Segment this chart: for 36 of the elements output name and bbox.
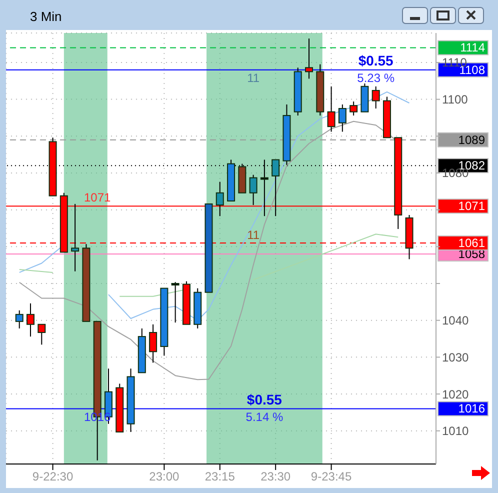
y-tick-label: 1040 [442, 314, 470, 328]
chart-title: 3 Min [30, 8, 62, 24]
ref-line-label: 1016 [458, 402, 486, 416]
ref-line-label: 1071 [458, 199, 486, 214]
candlestick [338, 104, 346, 132]
candlestick [149, 324, 158, 364]
annotation: $0.55 [358, 52, 394, 69]
x-tick-label: 23:30 [260, 470, 291, 484]
candlestick [305, 38, 314, 80]
candlestick [216, 181, 224, 217]
x-tick-label: 23:00 [149, 470, 180, 484]
candlestick [26, 302, 35, 338]
candlestick [249, 174, 258, 206]
annotation: 11 [247, 228, 260, 242]
candlestick [171, 282, 180, 324]
ref-line-label: 1114 [460, 40, 486, 55]
y-tick-label: 1020 [442, 387, 470, 402]
y-tick-label: 1010 [442, 424, 470, 438]
annotation: $0.55 [246, 392, 282, 408]
annotation: 11 [247, 71, 260, 86]
ref-line-label: 1058 [458, 247, 486, 262]
y-tick-label: 1030 [442, 350, 470, 364]
ref-line-label: 1061 [458, 236, 486, 250]
candlestick [15, 310, 24, 329]
x-tick-label: 23:15 [204, 470, 236, 484]
candlestick [372, 86, 380, 110]
candlestick [38, 324, 46, 346]
candlestick [350, 101, 358, 116]
y-tick-label: 1100 [442, 92, 468, 107]
annotation: 5.14 % [246, 410, 284, 424]
x-tick-label: 9-22:30 [32, 470, 74, 484]
candlestick [71, 203, 80, 272]
x-tick-label: 9-23:45 [310, 470, 352, 484]
annotation: 5.23 % [357, 71, 395, 86]
candlestick [327, 86, 336, 132]
ref-line-label: 1089 [458, 132, 486, 147]
